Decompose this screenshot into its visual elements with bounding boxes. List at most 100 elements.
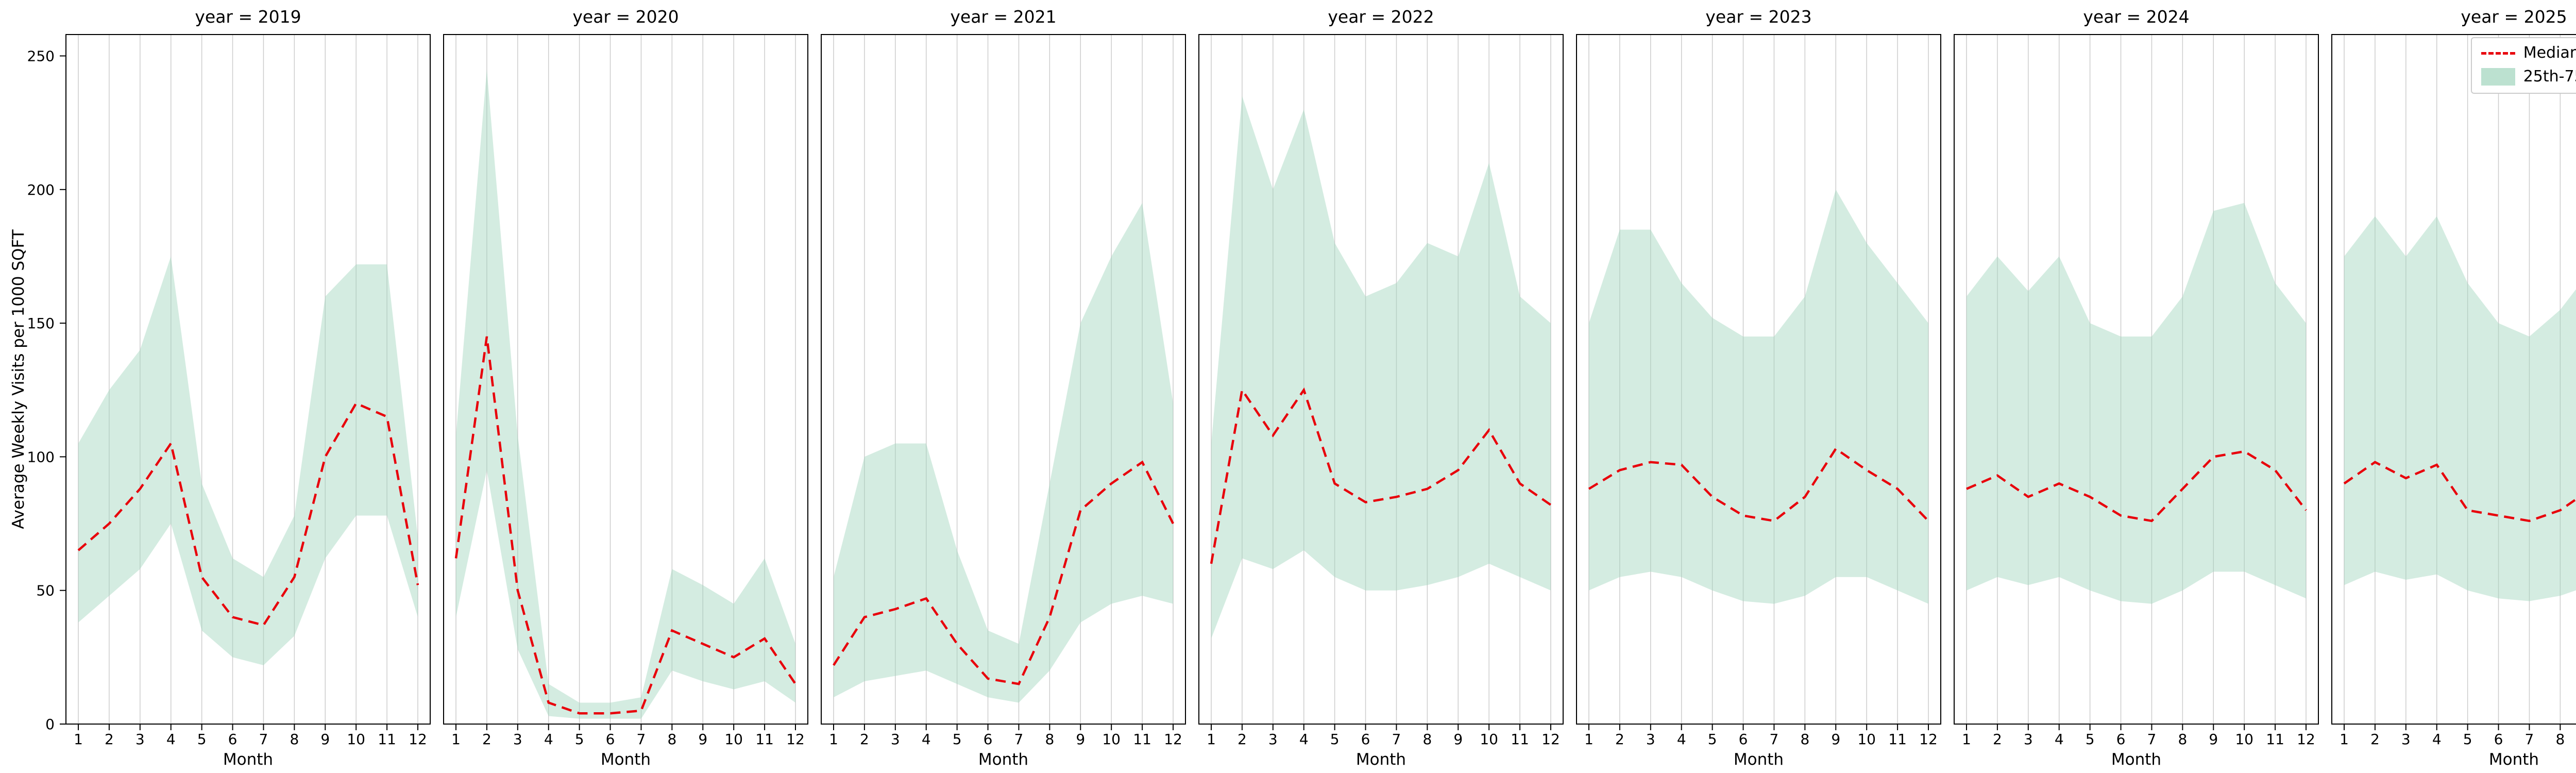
x-tick-label: 11 [1511, 731, 1529, 748]
percentile-band-area [456, 69, 795, 719]
x-tick-label: 4 [2055, 731, 2064, 748]
legend-label-percentile: 25th-75th Percentile [2523, 68, 2576, 86]
x-tick-label: 6 [1739, 731, 1748, 748]
median-line [454, 336, 796, 715]
legend-item-percentile-band: 25th-75th Percentile [2481, 68, 2576, 86]
x-tick-label: 3 [513, 731, 522, 748]
x-tick-label: 3 [1268, 731, 1278, 748]
x-tick-label: 10 [2235, 731, 2253, 748]
x-tick-label: 10 [724, 731, 743, 748]
x-tick-label: 7 [2525, 731, 2534, 748]
facet-title: year = 2020 [572, 7, 679, 27]
x-tick-label: 1 [829, 731, 838, 748]
x-tick-label: 6 [228, 731, 238, 748]
x-tick-label: 5 [2463, 731, 2472, 748]
median-line [77, 401, 419, 627]
x-tick-label: 10 [347, 731, 365, 748]
facet-frame [443, 34, 808, 725]
facet-frame [1576, 34, 1941, 725]
facet-title: year = 2025 [2461, 7, 2567, 27]
x-axis-label: Month [1734, 750, 1784, 769]
y-tick-label: 200 [27, 181, 55, 198]
x-tick-label: 5 [953, 731, 962, 748]
percentile-band-area [2344, 216, 2576, 601]
x-tick-label: 7 [1392, 731, 1401, 748]
x-tick-label: 12 [786, 731, 805, 748]
x-tick-label: 5 [1330, 731, 1340, 748]
x-tick-label: 8 [2555, 731, 2565, 748]
facet-frame [2331, 34, 2576, 725]
x-tick-label: 11 [378, 731, 396, 748]
x-tick-label: 11 [2266, 731, 2284, 748]
x-tick-label: 3 [1646, 731, 1655, 748]
x-tick-label: 6 [2494, 731, 2503, 748]
x-tick-label: 10 [1102, 731, 1121, 748]
x-tick-label: 5 [575, 731, 584, 748]
x-tick-label: 12 [1164, 731, 1182, 748]
facet-title: year = 2022 [1328, 7, 1434, 27]
x-tick-label: 7 [1014, 731, 1024, 748]
median-line [1966, 450, 2307, 523]
facet-frame [821, 34, 1186, 725]
median-dashed-line-swatch [2481, 52, 2515, 55]
facet-frame [1954, 34, 2319, 725]
x-tick-label: 11 [1133, 731, 1151, 748]
x-tick-label: 1 [2340, 731, 2349, 748]
x-tick-label: 8 [290, 731, 299, 748]
facet-title: year = 2021 [950, 7, 1056, 27]
x-axis-label: Month [2489, 750, 2539, 769]
x-tick-label: 8 [1422, 731, 1432, 748]
x-tick-label: 7 [259, 731, 268, 748]
x-axis-label: Month [978, 750, 1028, 769]
x-tick-label: 1 [1207, 731, 1216, 748]
legend: Median 25th-75th Percentile [2470, 37, 2576, 94]
x-tick-label: 9 [1076, 731, 1085, 748]
x-tick-label: 4 [166, 731, 176, 748]
x-tick-label: 3 [891, 731, 900, 748]
x-tick-label: 2 [860, 731, 869, 748]
y-axis-label: Average Weekly Visits per 1000 SQFT [9, 229, 28, 529]
percentile-band-area [834, 203, 1173, 703]
x-tick-label: 4 [2432, 731, 2442, 748]
x-axis-label: Month [223, 750, 273, 769]
x-tick-label: 7 [2147, 731, 2157, 748]
x-tick-label: 4 [544, 731, 553, 748]
x-tick-label: 5 [2086, 731, 2095, 748]
x-tick-label: 4 [1677, 731, 1686, 748]
percentile-band-area [1211, 96, 1551, 639]
x-tick-label: 1 [74, 731, 83, 748]
x-tick-label: 12 [1541, 731, 1560, 748]
x-tick-label: 12 [409, 731, 427, 748]
x-tick-label: 2 [2370, 731, 2380, 748]
x-tick-label: 2 [1993, 731, 2002, 748]
legend-label-median: Median [2523, 44, 2576, 62]
median-line [1588, 447, 1929, 523]
percentile-band-area [78, 256, 418, 665]
x-tick-label: 5 [1708, 731, 1717, 748]
x-tick-label: 10 [1857, 731, 1876, 748]
x-tick-label: 4 [1299, 731, 1309, 748]
x-tick-label: 9 [698, 731, 707, 748]
x-tick-label: 7 [637, 731, 646, 748]
x-tick-label: 2 [105, 731, 114, 748]
x-tick-label: 3 [2401, 731, 2411, 748]
x-tick-label: 12 [2297, 731, 2315, 748]
x-tick-label: 2 [1615, 731, 1624, 748]
x-tick-label: 8 [1045, 731, 1054, 748]
x-tick-label: 9 [320, 731, 330, 748]
x-tick-label: 2 [482, 731, 492, 748]
x-tick-label: 12 [1919, 731, 1938, 748]
x-tick-label: 9 [1831, 731, 1840, 748]
percentile-band-swatch [2481, 68, 2515, 86]
legend-item-median: Median [2481, 45, 2576, 61]
facet-frame [1198, 34, 1564, 725]
x-axis-label: Month [2111, 750, 2161, 769]
median-line [833, 460, 1175, 685]
y-tick-label: 250 [27, 47, 55, 64]
median-line [2343, 461, 2576, 523]
